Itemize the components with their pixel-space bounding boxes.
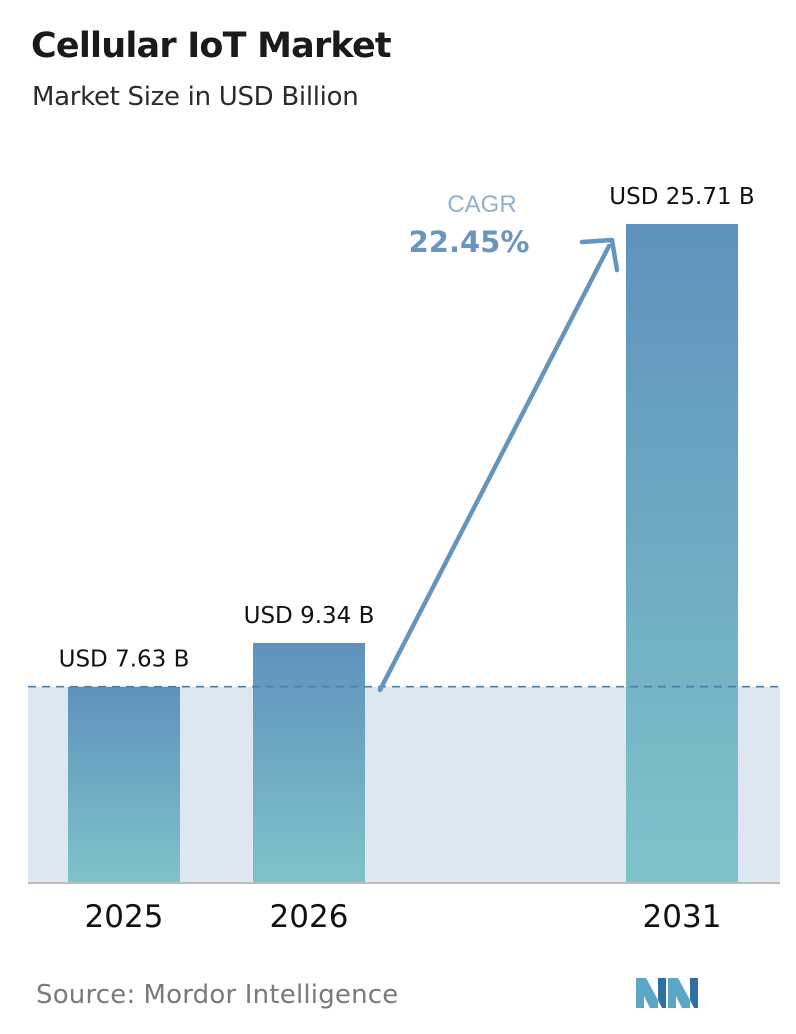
bar-2031 [626,224,738,882]
bar-2025 [68,686,180,882]
x-tick-label-2031: 2031 [643,899,722,935]
cagr-value: 22.45% [409,225,530,259]
source-label: Source: [36,980,136,1010]
cagr-arrow-shaft [377,243,612,693]
value-label-2025: USD 7.63 B [59,647,190,673]
x-tick-label-2025: 2025 [85,899,164,935]
bar-chart: USD 7.63 B 2025 USD 9.34 B 2026 USD 25.71 B 2… [28,184,780,935]
chart-title: Cellular IoT Market [31,26,392,66]
bars-layer [68,224,738,882]
bar-2026 [253,642,365,882]
value-label-2026: USD 9.34 B [244,603,375,629]
source-attribution: Source: Mordor Intelligence [36,980,398,1010]
source-name: Mordor Intelligence [143,980,399,1010]
cagr-label: CAGR [447,191,516,218]
labels-layer: USD 7.63 B 2025 USD 9.34 B 2026 USD 25.71 B 2… [59,184,755,935]
x-tick-label-2026: 2026 [270,899,349,935]
cagr-arrow-head [579,237,620,273]
chart-subtitle: Market Size in USD Billion [32,82,359,112]
mordor-intelligence-logo [636,978,698,1008]
cagr-arrow [377,237,620,693]
value-label-2031: USD 25.71 B [609,184,754,210]
